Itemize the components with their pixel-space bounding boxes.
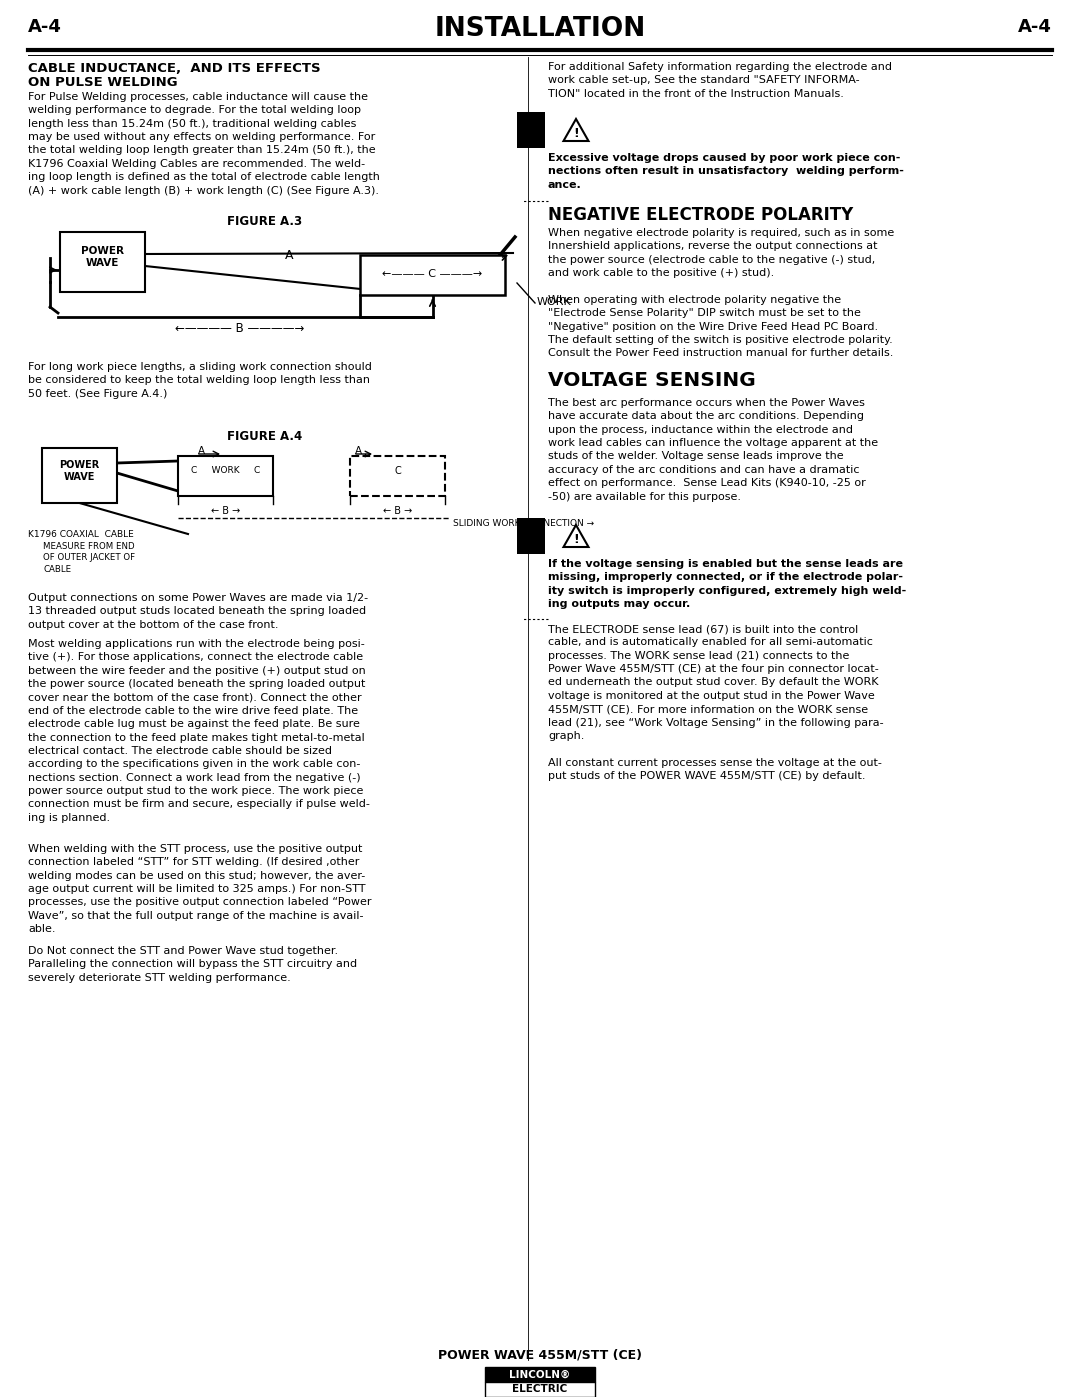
Bar <box>485 1382 595 1397</box>
Text: WORK: WORK <box>537 298 571 307</box>
Text: If the voltage sensing is enabled but the sense leads are
missing, improperly co: If the voltage sensing is enabled but th… <box>548 559 906 609</box>
Text: The best arc performance occurs when the Power Waves
have accurate data about th: The best arc performance occurs when the… <box>548 398 878 502</box>
Text: A: A <box>285 249 294 263</box>
Text: CAUTION: CAUTION <box>613 120 711 138</box>
Bar <box>60 232 145 292</box>
Text: POWER
WAVE: POWER WAVE <box>59 460 99 482</box>
Text: FIGURE A.3: FIGURE A.3 <box>228 215 302 228</box>
Bar <box>517 518 545 555</box>
Polygon shape <box>564 119 589 141</box>
Text: ←———— B ————→: ←———— B ————→ <box>175 321 305 335</box>
Bar <box>350 455 445 496</box>
Text: LINCOLN®: LINCOLN® <box>510 1370 570 1380</box>
Text: MEASURE FROM END
OF OUTER JACKET OF
CABLE: MEASURE FROM END OF OUTER JACKET OF CABL… <box>43 542 135 574</box>
Text: A: A <box>198 446 205 455</box>
Text: ON PULSE WELDING: ON PULSE WELDING <box>28 75 177 89</box>
Bar <box>517 112 545 148</box>
Text: When negative electrode polarity is required, such as in some
Innershield applic: When negative electrode polarity is requ… <box>548 228 894 358</box>
Text: When welding with the STT process, use the positive output
connection labeled “S: When welding with the STT process, use t… <box>28 844 372 935</box>
Text: ELECTRIC: ELECTRIC <box>512 1384 568 1394</box>
Text: POWER WAVE 455M/STT (CE): POWER WAVE 455M/STT (CE) <box>438 1348 642 1361</box>
Text: C: C <box>394 467 401 476</box>
Text: ←——— C ———→: ←——— C ———→ <box>382 270 483 279</box>
Bar <box>360 256 505 295</box>
Text: Most welding applications run with the electrode being posi-
tive (+). For those: Most welding applications run with the e… <box>28 638 369 823</box>
Text: For long work piece lengths, a sliding work connection should
be considered to k: For long work piece lengths, a sliding w… <box>28 362 372 398</box>
Text: Do Not connect the STT and Power Wave stud together.
Paralleling the connection : Do Not connect the STT and Power Wave st… <box>28 946 357 982</box>
Text: K1796 COAXIAL  CABLE: K1796 COAXIAL CABLE <box>28 529 134 539</box>
Text: SLIDING WORK CONNECTION →: SLIDING WORK CONNECTION → <box>453 520 594 528</box>
Text: For Pulse Welding processes, cable inductance will cause the
welding performance: For Pulse Welding processes, cable induc… <box>28 92 380 196</box>
Text: POWER
WAVE: POWER WAVE <box>81 246 124 268</box>
Text: !: ! <box>573 534 579 546</box>
Text: All constant current processes sense the voltage at the out-
put studs of the PO: All constant current processes sense the… <box>548 759 882 781</box>
Polygon shape <box>564 525 589 548</box>
Text: FIGURE A.4: FIGURE A.4 <box>228 430 302 443</box>
Text: Output connections on some Power Waves are made via 1/2-
13 threaded output stud: Output connections on some Power Waves a… <box>28 592 368 630</box>
Text: For additional Safety information regarding the electrode and
work cable set-up,: For additional Safety information regard… <box>548 61 892 99</box>
Text: VOLTAGE SENSING: VOLTAGE SENSING <box>548 372 756 390</box>
Text: A: A <box>355 446 362 455</box>
Bar <box>485 1368 595 1382</box>
Bar <box>42 448 117 503</box>
Text: CABLE INDUCTANCE,  AND ITS EFFECTS: CABLE INDUCTANCE, AND ITS EFFECTS <box>28 61 321 75</box>
Text: A-4: A-4 <box>28 18 62 36</box>
Text: A-4: A-4 <box>1018 18 1052 36</box>
Text: ← B →: ← B → <box>383 506 413 515</box>
Text: Excessive voltage drops caused by poor work piece con-
nections often result in : Excessive voltage drops caused by poor w… <box>548 154 904 190</box>
Text: C     WORK     C: C WORK C <box>191 467 260 475</box>
Bar <box>178 455 273 496</box>
Text: ← B →: ← B → <box>211 506 240 515</box>
Text: !: ! <box>573 127 579 140</box>
Text: The ELECTRODE sense lead (67) is built into the control
cable, and is automatica: The ELECTRODE sense lead (67) is built i… <box>548 624 883 740</box>
Text: INSTALLATION: INSTALLATION <box>434 15 646 42</box>
Text: CAUTION: CAUTION <box>613 527 711 545</box>
Text: NEGATIVE ELECTRODE POLARITY: NEGATIVE ELECTRODE POLARITY <box>548 205 853 224</box>
